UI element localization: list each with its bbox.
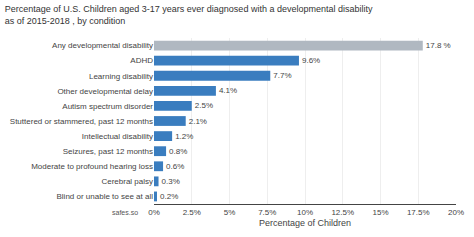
svg-text:ADHD: ADHD xyxy=(130,56,153,65)
svg-text:safes.so: safes.so xyxy=(112,209,138,216)
svg-text:0.2%: 0.2% xyxy=(160,192,178,201)
svg-text:10%: 10% xyxy=(297,208,313,217)
svg-text:9.6%: 9.6% xyxy=(302,56,320,65)
svg-text:0.8%: 0.8% xyxy=(169,147,187,156)
svg-text:0.3%: 0.3% xyxy=(162,177,180,186)
svg-text:0%: 0% xyxy=(148,208,160,217)
svg-text:Seizures, past 12 months: Seizures, past 12 months xyxy=(63,147,153,156)
svg-text:Percentage of U.S. Children ag: Percentage of U.S. Children aged 3-17 ye… xyxy=(5,4,373,26)
svg-text:Any developmental disability: Any developmental disability xyxy=(52,41,153,50)
svg-text:5%: 5% xyxy=(224,208,236,217)
svg-text:4.1%: 4.1% xyxy=(219,86,237,95)
svg-text:2.5%: 2.5% xyxy=(195,101,213,110)
svg-text:17.5%: 17.5% xyxy=(407,208,430,217)
svg-text:Moderate to profound hearing l: Moderate to profound hearing loss xyxy=(31,162,153,171)
svg-text:Stuttered or stammered, past 1: Stuttered or stammered, past 12 months xyxy=(10,117,153,126)
svg-text:Blind or unable to see at all: Blind or unable to see at all xyxy=(56,192,153,201)
svg-text:Cerebral palsy: Cerebral palsy xyxy=(101,177,153,186)
svg-text:2.1%: 2.1% xyxy=(189,117,207,126)
svg-text:2.5%: 2.5% xyxy=(183,208,201,217)
svg-text:1.2%: 1.2% xyxy=(175,132,193,141)
svg-text:15%: 15% xyxy=(372,208,388,217)
svg-text:7.7%: 7.7% xyxy=(273,71,291,80)
svg-text:Other developmental delay: Other developmental delay xyxy=(57,87,153,96)
svg-text:Autism spectrum disorder: Autism spectrum disorder xyxy=(62,102,153,111)
svg-text:12.5%: 12.5% xyxy=(331,208,354,217)
svg-text:17.8 %: 17.8 % xyxy=(426,41,451,50)
svg-text:Intellectual disability: Intellectual disability xyxy=(82,132,153,141)
svg-text:Percentage of Children: Percentage of Children xyxy=(259,218,351,228)
svg-text:7.5%: 7.5% xyxy=(258,208,276,217)
svg-text:20%: 20% xyxy=(448,208,464,217)
svg-text:Learning disability: Learning disability xyxy=(89,72,153,81)
svg-text:0.6%: 0.6% xyxy=(166,162,184,171)
